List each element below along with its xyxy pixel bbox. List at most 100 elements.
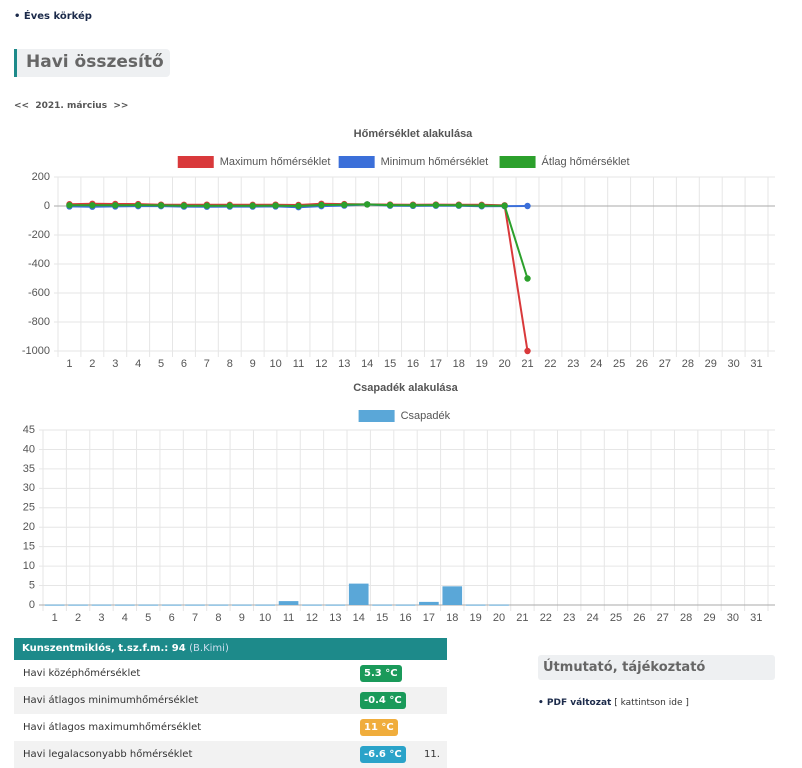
legend-label: Átlag hőmérséklet [542, 155, 630, 168]
point [386, 201, 394, 209]
bar [138, 604, 159, 606]
point [409, 202, 417, 209]
section-title: Havi összesítő [26, 52, 164, 72]
prev[interactable]: << [14, 101, 30, 111]
row-day: 11. [424, 749, 440, 760]
pdf-hint[interactable]: [ kattintson ide ] [614, 698, 689, 708]
x-tick-label: 15 [376, 612, 388, 624]
point [203, 202, 211, 209]
x-tick-label: 27 [659, 358, 671, 370]
x-tick-label: 26 [633, 612, 645, 624]
point [501, 202, 508, 209]
bar [442, 586, 463, 605]
bar [231, 604, 252, 606]
x-tick-label: 4 [122, 612, 128, 624]
x-tick-label: 11 [283, 612, 294, 624]
x-tick-label: 3 [98, 612, 104, 624]
y-tick-label: -200 [28, 229, 50, 241]
chart-title: Csapadék alakulása [353, 382, 458, 394]
y-tick-label: 0 [29, 599, 35, 611]
legend-label: Maximum hőmérséklet [220, 156, 331, 168]
x-tick-label: 23 [563, 612, 575, 624]
x-tick-label: 5 [145, 612, 151, 624]
x-tick-label: 8 [215, 612, 221, 624]
x-tick-label: 18 [453, 358, 465, 370]
bar [395, 604, 416, 606]
point [432, 201, 440, 209]
bar [419, 601, 439, 605]
row-label: Havi átlagos minimumhőmérséklet [23, 695, 199, 706]
x-tick-label: 8 [227, 358, 233, 370]
bar [325, 604, 346, 606]
row-label: Havi legalacsonyabb hőmérséklet [23, 749, 193, 760]
x-tick-label: 16 [407, 358, 419, 370]
x-tick-label: 3 [112, 358, 118, 370]
row-label: Havi átlagos maximumhőmérséklet [23, 722, 202, 733]
row-value: -6.6 °C [360, 746, 406, 763]
x-tick-label: 30 [728, 358, 740, 370]
point [134, 201, 142, 209]
x-tick-label: 23 [567, 358, 579, 370]
section-box [14, 49, 170, 77]
table-row: Havi legalacsonyabb hőmérséklet -6.6 °C 11… [14, 741, 447, 768]
x-tick-label: 12 [306, 612, 318, 624]
x-tick-label: 6 [169, 612, 175, 624]
bar [372, 604, 392, 606]
point [318, 201, 325, 209]
x-tick-label: 31 [750, 612, 762, 624]
bar [208, 604, 229, 606]
x-tick-label: 20 [493, 612, 505, 624]
x-tick-label: 30 [727, 612, 739, 624]
sidebar-title: Útmutató, tájékoztató [543, 660, 706, 675]
x-tick-label: 2 [89, 358, 95, 370]
bar [302, 604, 322, 606]
legend-label: Csapadék [401, 410, 451, 422]
x-tick-label: 22 [540, 612, 552, 624]
x-tick-label: 14 [353, 612, 365, 624]
row-value: 5.3 °C [360, 665, 402, 682]
x-tick-label: 7 [192, 612, 198, 624]
y-tick-label: 5 [29, 579, 35, 591]
table-row: Havi középhőmérséklet 5.3 °C [14, 660, 447, 687]
y-tick-label: 25 [23, 502, 35, 514]
x-tick-label: 25 [610, 612, 622, 624]
x-tick-label: 9 [250, 358, 256, 370]
x-tick-label: 19 [470, 612, 482, 624]
x-tick-label: 13 [338, 358, 350, 370]
y-tick-label: -1000 [22, 345, 50, 357]
series-line [69, 203, 529, 279]
bar [161, 604, 182, 606]
y-tick-label: 45 [23, 424, 35, 436]
y-tick-label: 40 [23, 443, 35, 455]
next[interactable]: >> [113, 101, 129, 111]
point [157, 202, 165, 209]
point [478, 202, 485, 209]
pdf-link[interactable]: • PDF változat [538, 698, 612, 708]
bar [115, 604, 135, 606]
point [89, 202, 96, 209]
point [524, 202, 531, 210]
point [226, 202, 233, 209]
x-tick-label: 1 [52, 612, 58, 624]
x-tick-label: 21 [521, 358, 533, 370]
point [524, 347, 531, 355]
point [455, 202, 463, 209]
table-row: Havi átlagos maximumhőmérséklet 11 °C [14, 714, 447, 741]
y-tick-label: 200 [32, 171, 50, 183]
annual-link[interactable]: • Éves körkép [14, 11, 92, 22]
x-tick-label: 6 [181, 358, 187, 370]
legend-swatch [338, 156, 375, 168]
station-name: Kunszentmiklós, t.sz.f.m.: 94 [22, 643, 186, 654]
bar [465, 604, 486, 606]
point [363, 201, 371, 208]
y-tick-label: 20 [23, 521, 35, 533]
row-value: -0.4 °C [360, 692, 406, 709]
x-tick-label: 17 [423, 612, 435, 624]
x-tick-label: 16 [399, 612, 411, 624]
x-tick-label: 31 [750, 358, 762, 370]
station: Kunszentmiklós, t.sz.f.m.: 94 (B.Kimi) [22, 643, 229, 654]
bar [255, 604, 275, 606]
y-tick-label: 15 [23, 541, 35, 553]
point [180, 202, 188, 209]
y-tick-label: 30 [23, 482, 35, 494]
